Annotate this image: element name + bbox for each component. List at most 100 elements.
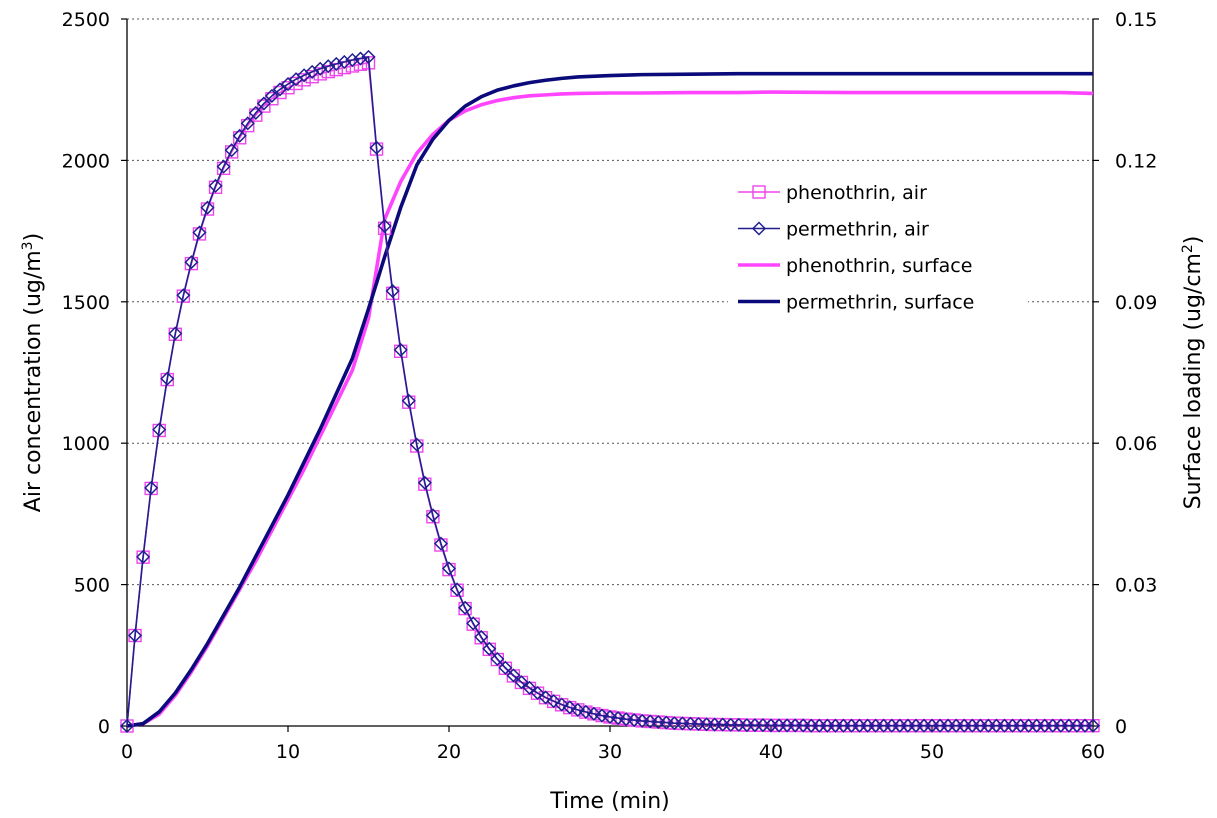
y-axis-left-title: Air concentration (ug/m3): [20, 233, 46, 512]
y-axis-right-title-main: Surface loading (ug/cm: [1181, 253, 1206, 509]
data-point: [264, 88, 279, 103]
data-point: [417, 475, 432, 490]
x-tick-label: 10: [276, 741, 300, 763]
data-point: [200, 200, 215, 215]
legend-item: permethrin, surface: [738, 292, 974, 314]
data-point: [119, 718, 135, 734]
data-point: [482, 641, 497, 656]
y-left-tick-label: 0: [98, 716, 110, 738]
data-point: [257, 99, 271, 113]
data-point: [232, 128, 247, 143]
data-point: [216, 159, 231, 174]
legend-label: permethrin, air: [786, 219, 929, 241]
data-point: [241, 118, 255, 133]
data-point: [514, 675, 529, 690]
data-point: [305, 69, 319, 84]
data-point: [594, 708, 610, 723]
data-point: [249, 108, 263, 122]
legend-label: phenothrin, air: [786, 182, 927, 204]
data-point: [152, 422, 167, 437]
data-point: [345, 52, 360, 68]
y-left-tick-label: 1000: [62, 433, 110, 455]
series-permethrin-air: [119, 49, 1101, 734]
y-right-tick-label: 0.06: [1115, 433, 1157, 455]
data-point: [385, 283, 400, 299]
data-point: [570, 702, 585, 717]
x-tick-label: 40: [759, 741, 783, 763]
legend-label: phenothrin, surface: [786, 255, 972, 277]
data-point: [433, 536, 449, 551]
data-point: [610, 711, 626, 726]
data-point: [297, 73, 311, 87]
data-point: [546, 694, 561, 709]
data-point: [1085, 718, 1101, 733]
data-point: [224, 143, 239, 158]
series-line: [126, 62, 1093, 727]
data-point: [313, 67, 327, 81]
x-tick-label: 0: [121, 741, 133, 763]
y-left-tick-label: 2500: [62, 9, 110, 31]
y-axis-right-title: Surface loading (ug/cm2): [1180, 236, 1206, 510]
tick-labels: 0 10 20 30 40 50 60 0 500 1000 1500 2000 2500 0 0.03 0.…: [62, 9, 1158, 763]
data-point: [192, 225, 207, 240]
series-line: [126, 56, 1093, 727]
legend: phenothrin, air permethrin, air phenothrin…: [728, 170, 1028, 320]
legend-item: permethrin, air: [738, 219, 929, 241]
legend-marker: [751, 221, 767, 236]
data-point: [353, 51, 368, 66]
y-left-tick-label: 500: [74, 575, 110, 597]
data-point: [329, 56, 344, 72]
data-point: [200, 202, 215, 216]
y-axis-right-title-end: ): [1181, 236, 1206, 245]
data-point: [562, 700, 577, 715]
data-point: [272, 82, 288, 97]
data-point: [426, 510, 440, 524]
legend-item: phenothrin, surface: [738, 255, 972, 277]
data-point: [401, 393, 416, 408]
series-line: [126, 71, 1093, 728]
data-point: [256, 96, 271, 111]
y-right-tick-label: 0.09: [1115, 292, 1157, 314]
data-point: [490, 651, 505, 667]
data-point: [127, 628, 143, 643]
data-point: [425, 508, 440, 523]
y-right-tick-label: 0: [1115, 716, 1127, 738]
data-point: [208, 178, 223, 193]
data-point: [224, 145, 239, 159]
y-axis-left-title-main: Air concentration (ug/m: [21, 250, 46, 512]
data-point: [434, 538, 448, 552]
data-point: [409, 437, 424, 452]
data-point: [377, 218, 392, 234]
data-point: [410, 439, 424, 453]
data-point: [168, 326, 183, 341]
y-right-tick-label: 0.15: [1115, 9, 1157, 31]
data-point: [369, 140, 384, 155]
data-point: [337, 54, 352, 70]
data-point: [176, 288, 191, 303]
data-point: [192, 227, 207, 241]
x-tick-label: 60: [1081, 741, 1105, 763]
data-point: [522, 680, 537, 695]
data-point: [232, 131, 247, 145]
data-point: [458, 600, 473, 615]
y-left-tick-label: 2000: [62, 150, 110, 172]
data-point: [418, 477, 432, 491]
x-tick-label: 50: [920, 741, 944, 763]
data-point: [474, 629, 489, 644]
data-point: [160, 371, 175, 386]
data-point: [578, 704, 593, 719]
y-right-tick-label: 0.03: [1115, 575, 1157, 597]
y-right-tick-label: 0.12: [1115, 150, 1157, 172]
y-axis-left-title-sup: 3: [20, 241, 36, 250]
data-point: [586, 706, 601, 721]
legend-item: phenothrin, air: [738, 182, 927, 204]
series-layer: [119, 49, 1101, 734]
data-point: [538, 690, 553, 705]
data-point: [498, 660, 513, 675]
data-point: [449, 582, 465, 597]
data-point: [184, 256, 199, 271]
data-point: [466, 616, 481, 631]
data-point: [313, 61, 328, 76]
data-point: [321, 59, 336, 74]
